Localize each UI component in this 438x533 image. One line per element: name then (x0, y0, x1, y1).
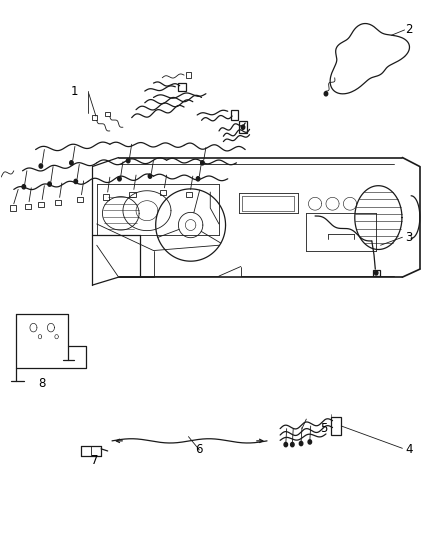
Circle shape (201, 161, 204, 165)
Bar (373, 270, 380, 276)
Circle shape (290, 442, 294, 447)
Text: 6: 6 (196, 443, 203, 456)
Circle shape (39, 164, 42, 168)
Bar (10, 205, 16, 211)
Bar (331, 417, 341, 435)
Circle shape (74, 179, 78, 183)
Bar (77, 197, 83, 202)
Bar (103, 194, 110, 199)
Bar (239, 122, 247, 133)
Circle shape (22, 184, 25, 189)
Bar (25, 204, 31, 209)
Bar (177, 83, 186, 91)
Bar (186, 72, 191, 78)
Text: 7: 7 (91, 454, 98, 467)
Circle shape (118, 176, 121, 181)
Circle shape (70, 161, 73, 165)
Circle shape (196, 176, 200, 181)
Circle shape (308, 440, 311, 444)
Bar (231, 110, 238, 120)
Bar (38, 201, 44, 207)
Circle shape (148, 174, 152, 178)
Circle shape (48, 182, 51, 186)
Bar (55, 199, 61, 205)
Text: 8: 8 (39, 377, 46, 390)
Bar (160, 190, 166, 195)
Circle shape (299, 441, 303, 446)
Bar (186, 191, 192, 197)
Bar (130, 191, 136, 197)
Bar (92, 115, 97, 120)
Text: 1: 1 (71, 85, 79, 98)
Circle shape (241, 125, 245, 130)
Circle shape (284, 442, 288, 447)
Bar (105, 111, 110, 116)
Text: 3: 3 (405, 231, 413, 244)
Text: 2: 2 (405, 23, 413, 36)
Circle shape (374, 271, 378, 275)
Text: 5: 5 (320, 422, 328, 435)
Circle shape (324, 92, 328, 96)
Circle shape (127, 159, 130, 163)
Text: 4: 4 (405, 443, 413, 456)
